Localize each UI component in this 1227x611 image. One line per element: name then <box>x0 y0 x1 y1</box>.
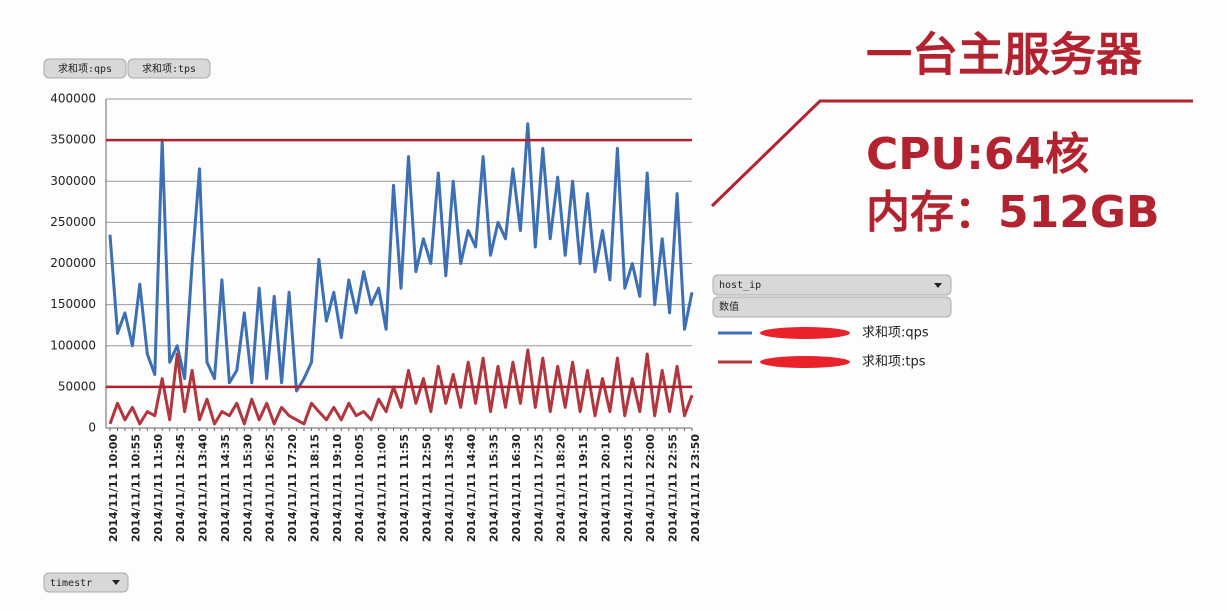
x-tick-label: 2014/11/11 17:20 <box>286 434 299 542</box>
x-tick-label: 2014/11/11 12:50 <box>420 434 433 542</box>
y-tick-label: 400000 <box>50 92 96 106</box>
field-button[interactable] <box>127 58 211 79</box>
x-tick-label: 2014/11/11 14:35 <box>219 434 232 542</box>
x-tick-label: 2014/11/11 11:00 <box>376 434 389 542</box>
x-tick-label: 2014/11/11 12:45 <box>174 434 187 542</box>
y-tick-label: 350000 <box>50 133 96 147</box>
slide-title: 一台主服务器 <box>866 28 1143 82</box>
legend-field-button[interactable] <box>712 274 952 296</box>
x-tick-label: 2014/11/11 21:05 <box>622 434 635 542</box>
legend-label: 求和项:tps <box>862 355 926 370</box>
x-tick-label: 2014/11/11 16:25 <box>264 434 277 542</box>
field-button-label: 求和项:tps <box>142 63 196 75</box>
value-field-label: 数值 <box>719 300 739 313</box>
x-tick-label: 2014/11/11 23:50 <box>689 434 702 542</box>
x-tick-label: 2014/11/11 18:20 <box>555 434 568 542</box>
x-tick-label: 2014/11/11 22:00 <box>644 434 657 542</box>
x-tick-label: 2014/11/11 19:10 <box>331 434 344 542</box>
y-tick-label: 100000 <box>50 338 96 352</box>
x-tick-label: 2014/11/11 15:35 <box>488 434 501 542</box>
y-tick-label: 150000 <box>50 297 96 311</box>
x-tick-label: 2014/11/11 13:40 <box>197 434 210 542</box>
x-tick-label: 2014/11/11 20:10 <box>599 434 612 542</box>
x-tick-label: 2014/11/11 11:50 <box>152 434 165 542</box>
x-tick-label: 2014/11/11 19:15 <box>577 434 590 542</box>
redaction <box>760 327 850 339</box>
dropdown-arrow <box>112 580 120 585</box>
spec-line: 内存：512GB <box>866 187 1160 238</box>
legend-label: 求和项:qps <box>862 326 929 341</box>
series-line <box>108 122 694 393</box>
y-tick-label: 200000 <box>50 256 96 270</box>
spec-line: CPU:64核 <box>866 129 1089 180</box>
x-tick-label: 2014/11/11 10:05 <box>353 434 366 542</box>
field-button[interactable] <box>43 58 127 79</box>
y-tick-label: 250000 <box>50 215 96 229</box>
y-tick-label: 300000 <box>50 174 96 188</box>
x-tick-label: 2014/11/11 11:55 <box>398 434 411 542</box>
field-button-label: 求和项:qps <box>58 63 112 75</box>
series-line <box>108 348 694 426</box>
divider <box>710 99 1193 208</box>
x-tick-label: 2014/11/11 18:15 <box>308 434 321 542</box>
dropdown-arrow <box>934 283 942 288</box>
x-tick-label: 2014/11/11 10:55 <box>129 434 142 542</box>
x-tick-label: 2014/11/11 16:30 <box>510 434 523 542</box>
x-tick-label: 2014/11/11 10:00 <box>107 434 120 542</box>
y-tick-label: 0 <box>88 421 96 435</box>
axis-field-label: timestr <box>50 578 92 589</box>
value-field-button <box>712 296 952 318</box>
x-tick-label: 2014/11/11 14:40 <box>465 434 478 542</box>
axis-field-button[interactable] <box>43 572 129 593</box>
redaction <box>760 356 850 368</box>
x-tick-label: 2014/11/11 13:45 <box>443 434 456 542</box>
legend-field-label: host_ip <box>719 280 761 291</box>
y-tick-label: 50000 <box>58 379 96 393</box>
x-tick-label: 2014/11/11 17:25 <box>532 434 545 542</box>
x-tick-label: 2014/11/11 15:30 <box>241 434 254 542</box>
x-tick-label: 2014/11/11 22:55 <box>667 434 680 542</box>
